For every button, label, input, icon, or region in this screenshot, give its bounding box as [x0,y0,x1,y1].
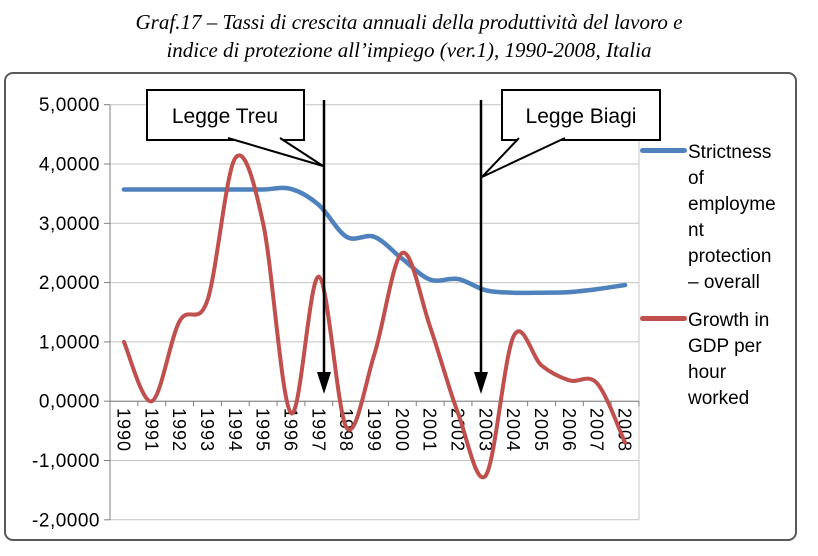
y-tick-label: 5,0000 [39,95,100,116]
chart-title-line1: Graf.17 – Tassi di crescita annuali dell… [135,10,683,34]
x-tick-label: 2004 [503,408,523,452]
y-tick-label: 1,0000 [39,332,100,353]
y-tick-label: 2,0000 [39,273,100,294]
x-tick-label: 2000 [392,408,412,452]
annotation-arrow-head [474,372,488,394]
callout-legge-treu: Legge Treu [146,89,324,167]
callout-box-biagi [501,89,661,141]
x-axis-labels: 1990 1991 1992 1993 1994 1995 1996 1997 1998 1999… [113,408,634,452]
y-tick-label: 3,0000 [39,214,100,235]
x-tick-label: 1995 [253,408,273,452]
x-tick-label: 2007 [587,408,607,452]
legend-label-epl: Strictness of employme nt protection – o… [688,142,776,293]
y-axis-labels: 5,0000 4,0000 3,0000 2,0000 1,0000 0,0000 -1,0… [32,95,100,531]
annotation-arrows [317,100,488,394]
callout-box-treu [146,89,305,141]
annotation-arrow-head [317,372,331,394]
chart-frame: 5,0000 4,0000 3,0000 2,0000 1,0000 0,0000 -1,0… [4,72,797,541]
callout-label-treu: Legge Treu [172,105,278,128]
x-tick-label: 1993 [197,408,217,452]
chart-title-line2: indice di protezione all’impiego (ver.1)… [166,38,652,62]
x-tick-label: 1996 [280,408,300,452]
x-tick-label: 1991 [141,408,161,452]
callout-label-biagi: Legge Biagi [526,105,637,128]
x-tick-label: 2003 [475,408,495,452]
y-tick-label: 0,0000 [39,392,100,413]
callout-tail-treu [227,137,324,167]
chart-title: Graf.17 – Tassi di crescita annuali dell… [0,8,818,64]
x-tick-label: 1999 [364,408,384,452]
gridlines [110,104,640,521]
x-tick-label: 2002 [448,408,468,452]
x-tick-label: 1997 [308,408,328,452]
y-tick-label: 4,0000 [39,155,100,176]
x-tick-label: 1994 [225,408,245,452]
x-tick-label: 2008 [615,408,635,452]
gdp-series-swatch [640,316,687,321]
epl-series-swatch [640,148,687,153]
epl-series-line [121,185,628,296]
callout-tail-biagi [481,137,566,178]
y-tick-label: -1,0000 [32,451,100,472]
x-tick-label: 2006 [559,408,579,452]
axes [104,104,640,521]
x-tick-label: 2005 [531,408,551,452]
x-tick-label: 1992 [169,408,189,452]
y-tick-label: -2,0000 [32,510,100,531]
series-lines [121,153,628,480]
plot-area: 5,0000 4,0000 3,0000 2,0000 1,0000 0,0000 -1,0… [32,89,661,531]
callout-legge-biagi: Legge Biagi [481,89,661,178]
x-tick-label: 1990 [113,408,133,452]
gdp-series-line [121,153,628,480]
legend-label-gdp: Growth in GDP per hour worked [688,310,770,409]
x-tick-label: 2001 [420,408,440,452]
